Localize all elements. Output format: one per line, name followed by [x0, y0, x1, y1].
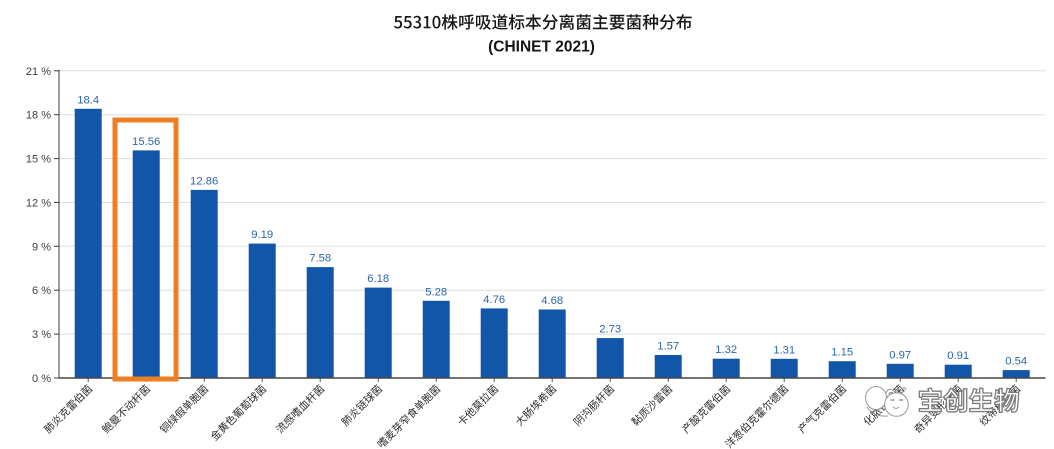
svg-text:1.15: 1.15 — [831, 347, 853, 359]
svg-text:9 %: 9 % — [32, 241, 51, 253]
svg-text:12 %: 12 % — [26, 198, 51, 210]
svg-text:0 %: 0 % — [32, 373, 51, 385]
svg-text:18.4: 18.4 — [77, 94, 99, 106]
svg-text:(CHINET 2021): (CHINET 2021) — [488, 39, 595, 56]
svg-text:2.73: 2.73 — [599, 324, 621, 336]
svg-text:6.18: 6.18 — [367, 273, 389, 285]
svg-text:1.57: 1.57 — [657, 341, 679, 353]
svg-text:4.76: 4.76 — [483, 294, 505, 306]
svg-text:12.86: 12.86 — [190, 175, 218, 187]
svg-text:15.56: 15.56 — [132, 136, 160, 148]
svg-text:15 %: 15 % — [26, 154, 51, 166]
svg-text:4.68: 4.68 — [541, 295, 563, 307]
svg-text:0.54: 0.54 — [1005, 356, 1027, 368]
svg-text:9.19: 9.19 — [251, 229, 273, 241]
svg-text:0.91: 0.91 — [947, 350, 969, 362]
svg-text:1.32: 1.32 — [715, 344, 737, 356]
svg-text:7.58: 7.58 — [309, 253, 331, 265]
svg-text:1.31: 1.31 — [773, 344, 795, 356]
svg-text:0.97: 0.97 — [889, 349, 911, 361]
svg-text:5.28: 5.28 — [425, 286, 447, 298]
svg-text:18 %: 18 % — [26, 110, 51, 122]
svg-text:6 %: 6 % — [32, 285, 51, 297]
svg-text:3 %: 3 % — [32, 329, 51, 341]
svg-text:21 %: 21 % — [26, 66, 51, 78]
